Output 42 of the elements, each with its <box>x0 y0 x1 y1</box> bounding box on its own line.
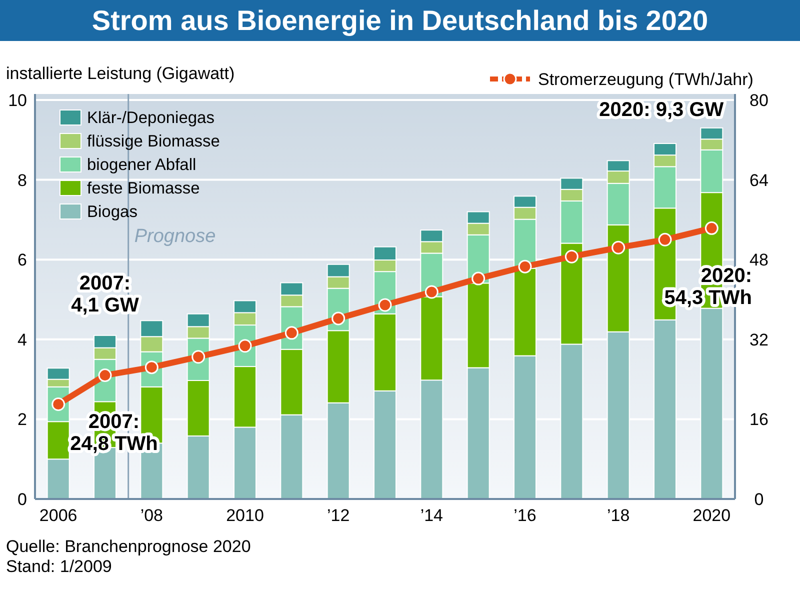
legend-label: Klär-/Deponiegas <box>87 109 214 127</box>
y2-tick-label: 64 <box>750 170 768 190</box>
y-tick-label: 2 <box>18 410 27 430</box>
y2-tick-label: 16 <box>750 410 768 430</box>
point <box>658 232 672 246</box>
y-tick-label: 10 <box>8 91 27 110</box>
point <box>424 285 438 299</box>
ref-line-label: Prognose <box>134 226 216 247</box>
point <box>564 250 578 264</box>
legend-label: Stromerzeugung (TWh/Jahr) <box>538 70 754 89</box>
y2-tick-label: 32 <box>750 330 768 350</box>
x-tick-label: ’14 <box>420 506 444 525</box>
legend-label: biogener Abfall <box>87 156 196 174</box>
point <box>472 272 486 286</box>
annotation: 2007: 4,1 GW <box>71 272 140 316</box>
y-axis-title: installierte Leistung (Gigawatt) <box>6 64 235 83</box>
legend-label: Biogas <box>87 203 138 221</box>
point <box>332 312 346 326</box>
annotation: 2020: 9,3 GW <box>599 98 724 121</box>
y2-tick-label: 80 <box>750 91 768 110</box>
x-tick-label: ’16 <box>514 506 536 525</box>
legend-label: flüssige Biomasse <box>87 132 220 150</box>
x-tick-label: 2020 <box>692 506 731 525</box>
point <box>612 240 626 254</box>
y-tick-label: 0 <box>18 490 27 509</box>
x-tick-label: ’18 <box>606 506 630 525</box>
x-tick-label: 2010 <box>226 506 264 525</box>
text: Stand: 1/2009 <box>6 557 112 576</box>
point <box>518 260 532 274</box>
y2-tick-label: 0 <box>754 490 764 509</box>
point <box>378 298 392 312</box>
x-tick-label: 2006 <box>39 506 78 525</box>
point <box>704 221 718 235</box>
x-tick-label: ’12 <box>326 506 350 525</box>
chart-title: Strom aus Bioenergie in Deutschland bis 2020 <box>92 5 708 36</box>
y-tick-label: 8 <box>18 170 27 190</box>
x-tick-label: ’08 <box>140 506 164 525</box>
y-tick-label: 6 <box>18 250 27 270</box>
legend-label: feste Biomasse <box>87 180 200 198</box>
y2-tick-label: 48 <box>750 250 768 270</box>
y-tick-label: 4 <box>18 330 27 350</box>
source-note: Quelle: Branchenprognose 2020 <box>6 537 251 556</box>
